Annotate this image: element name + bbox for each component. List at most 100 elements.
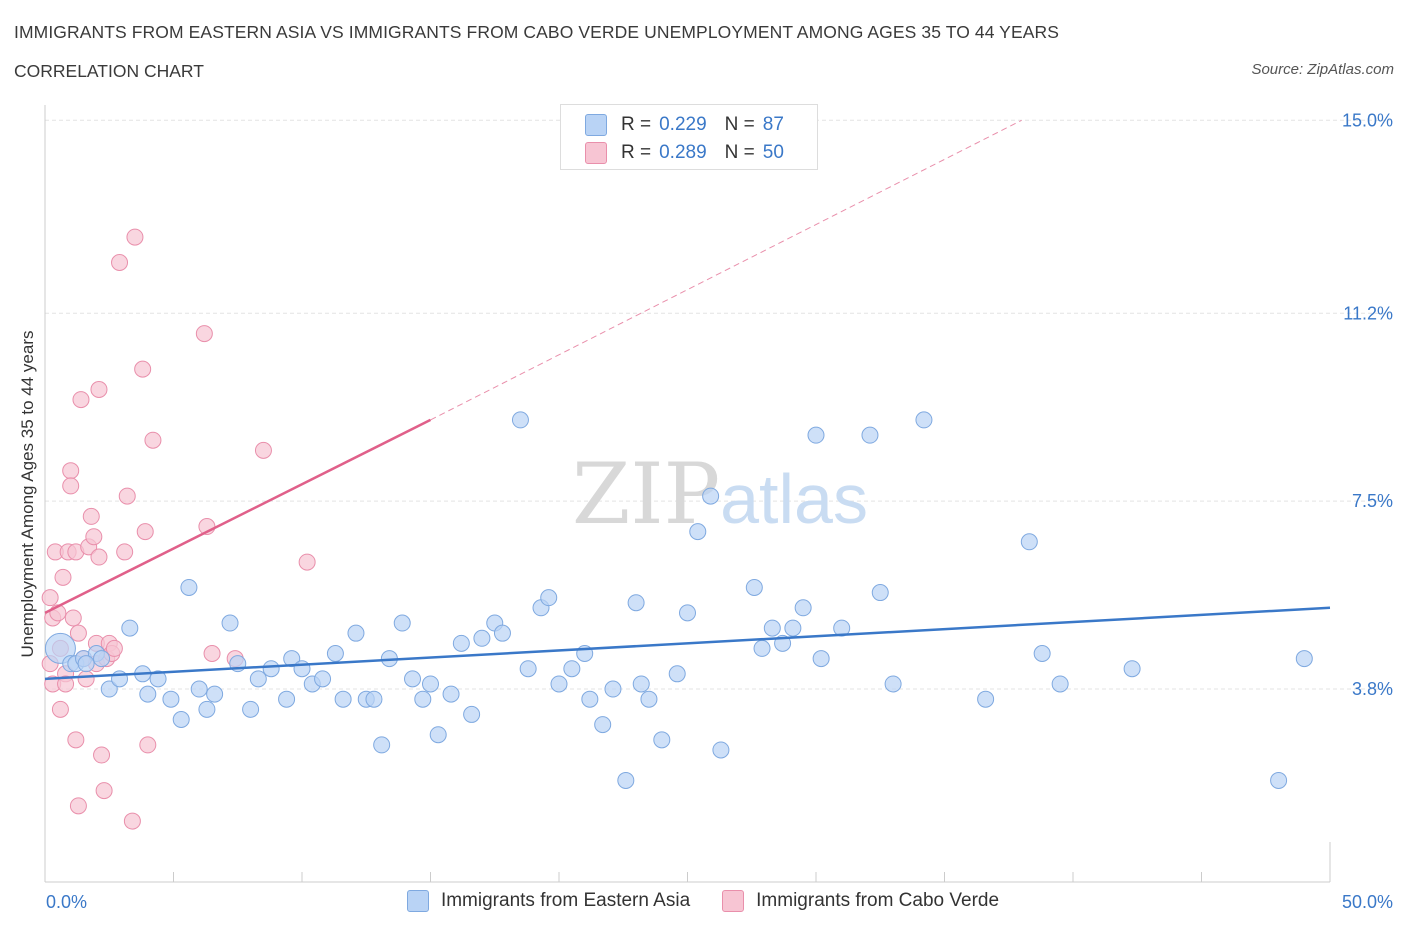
legend-r-value: 0.229 xyxy=(659,114,707,135)
gridlines xyxy=(45,119,1390,690)
eastern-asia-point xyxy=(550,675,568,693)
eastern-asia-point xyxy=(794,599,812,617)
eastern-asia-point xyxy=(473,629,491,647)
cabo-verde-point xyxy=(72,391,90,409)
chart-title: IMMIGRANTS FROM EASTERN ASIA VS IMMIGRAN… xyxy=(14,22,1060,42)
cabo-verde-point xyxy=(69,624,87,642)
eastern-asia-point xyxy=(422,675,439,693)
cabo-verde-point xyxy=(67,731,85,749)
y-axis-label: Unemployment Among Ages 35 to 44 years xyxy=(18,331,37,658)
legend-r-label: R = xyxy=(621,114,652,135)
eastern-asia-point xyxy=(712,741,730,759)
eastern-asia-point xyxy=(172,711,190,729)
legend-r-label: R = xyxy=(621,142,652,163)
eastern-asia-point xyxy=(604,680,622,698)
cabo-verde-point xyxy=(139,736,157,754)
cabo-verde-point xyxy=(41,589,59,607)
eastern-asia-point xyxy=(326,644,344,662)
eastern-asia-point xyxy=(679,604,696,622)
eastern-asia-point xyxy=(745,578,763,596)
eastern-asia-point xyxy=(702,487,720,505)
eastern-asia-point xyxy=(149,670,167,688)
eastern-asia-point xyxy=(1123,660,1141,678)
eastern-asia-point xyxy=(249,670,267,688)
eastern-asia-point xyxy=(221,614,239,632)
eastern-asia-point xyxy=(763,619,781,637)
eastern-asia-point xyxy=(393,614,411,632)
eastern-asia-point xyxy=(784,619,802,637)
cabo-verde-point xyxy=(116,543,134,561)
eastern-asia-point xyxy=(262,660,280,678)
cabo-verde-point xyxy=(77,670,95,688)
series-legend: Immigrants from Eastern Asia Immigrants … xyxy=(0,890,1406,912)
eastern-asia-point xyxy=(511,411,529,429)
eastern-asia-point xyxy=(977,690,995,708)
axes xyxy=(44,105,1331,883)
eastern-asia-point xyxy=(617,771,635,789)
eastern-asia-point xyxy=(442,685,460,703)
y-tick-label: 15.0% xyxy=(1342,110,1393,130)
legend-row-cabo-verde: R = 0.289 N = 50 xyxy=(585,141,784,165)
series-cabo-verde xyxy=(41,228,316,830)
y-tick-label: 7.5% xyxy=(1352,491,1393,511)
eastern-asia-point xyxy=(190,680,208,698)
eastern-asia-point xyxy=(1033,644,1051,662)
correlation-legend: R = 0.229 N = 87 R = 0.289 N = 50 xyxy=(560,104,818,170)
cabo-verde-trend-line xyxy=(44,418,432,614)
source-label: Source: ZipAtlas.com xyxy=(1251,61,1394,78)
eastern-asia-point xyxy=(373,736,391,754)
legend-r-value: 0.289 xyxy=(659,142,707,163)
cabo-verde-point xyxy=(64,609,82,627)
eastern-asia-point xyxy=(463,705,481,723)
cabo-verde-point xyxy=(118,487,136,505)
eastern-asia-point xyxy=(493,624,511,642)
eastern-asia-point xyxy=(833,619,851,637)
eastern-asia-point xyxy=(1051,675,1069,693)
legend-swatch-pink xyxy=(585,142,607,164)
eastern-asia-point xyxy=(283,650,301,668)
legend-item-cabo-verde[interactable]: Immigrants from Cabo Verde xyxy=(722,890,999,912)
legend-n-value: 50 xyxy=(762,142,784,163)
eastern-asia-point xyxy=(314,670,332,688)
cabo-verde-point xyxy=(134,360,152,378)
cabo-verde-point xyxy=(85,528,103,546)
eastern-asia-point xyxy=(100,680,118,698)
cabo-verde-point xyxy=(144,431,162,449)
eastern-asia-point xyxy=(1020,533,1038,551)
cabo-verde-point xyxy=(195,325,213,343)
eastern-asia-point xyxy=(871,584,889,602)
eastern-asia-point xyxy=(162,690,180,708)
eastern-asia-point xyxy=(429,726,447,744)
trend-lines xyxy=(44,119,1331,681)
cabo-verde-point xyxy=(105,639,123,657)
eastern-asia-point xyxy=(689,523,707,541)
cabo-verde-point xyxy=(62,462,80,480)
cabo-verde-point xyxy=(254,441,272,459)
cabo-verde-point xyxy=(57,675,75,693)
legend-item-eastern-asia[interactable]: Immigrants from Eastern Asia xyxy=(406,890,691,912)
eastern-asia-point xyxy=(198,700,216,718)
cabo-verde-point xyxy=(90,548,108,566)
eastern-asia-point xyxy=(77,655,95,673)
legend-n-label: N = xyxy=(724,114,755,135)
eastern-asia-point xyxy=(365,690,383,708)
cabo-verde-point xyxy=(82,507,100,525)
cabo-verde-point xyxy=(126,228,144,246)
eastern-asia-point xyxy=(884,675,902,693)
cabo-verde-point xyxy=(62,477,80,495)
eastern-asia-point xyxy=(242,700,260,718)
eastern-asia-point xyxy=(452,634,470,652)
eastern-asia-point xyxy=(653,731,671,749)
legend-item-label: Immigrants from Eastern Asia xyxy=(440,890,691,911)
legend-item-label: Immigrants from Cabo Verde xyxy=(756,890,1000,911)
eastern-asia-point xyxy=(753,639,771,657)
legend-row-eastern-asia: R = 0.229 N = 87 xyxy=(585,113,784,137)
x-tick-label: 50.0% xyxy=(1342,892,1393,912)
eastern-asia-point xyxy=(632,675,650,693)
y-tick-label: 3.8% xyxy=(1352,679,1393,699)
eastern-asia-point xyxy=(594,716,612,734)
eastern-asia-point xyxy=(180,578,198,596)
cabo-verde-point xyxy=(90,380,108,398)
eastern-asia-point xyxy=(278,690,296,708)
